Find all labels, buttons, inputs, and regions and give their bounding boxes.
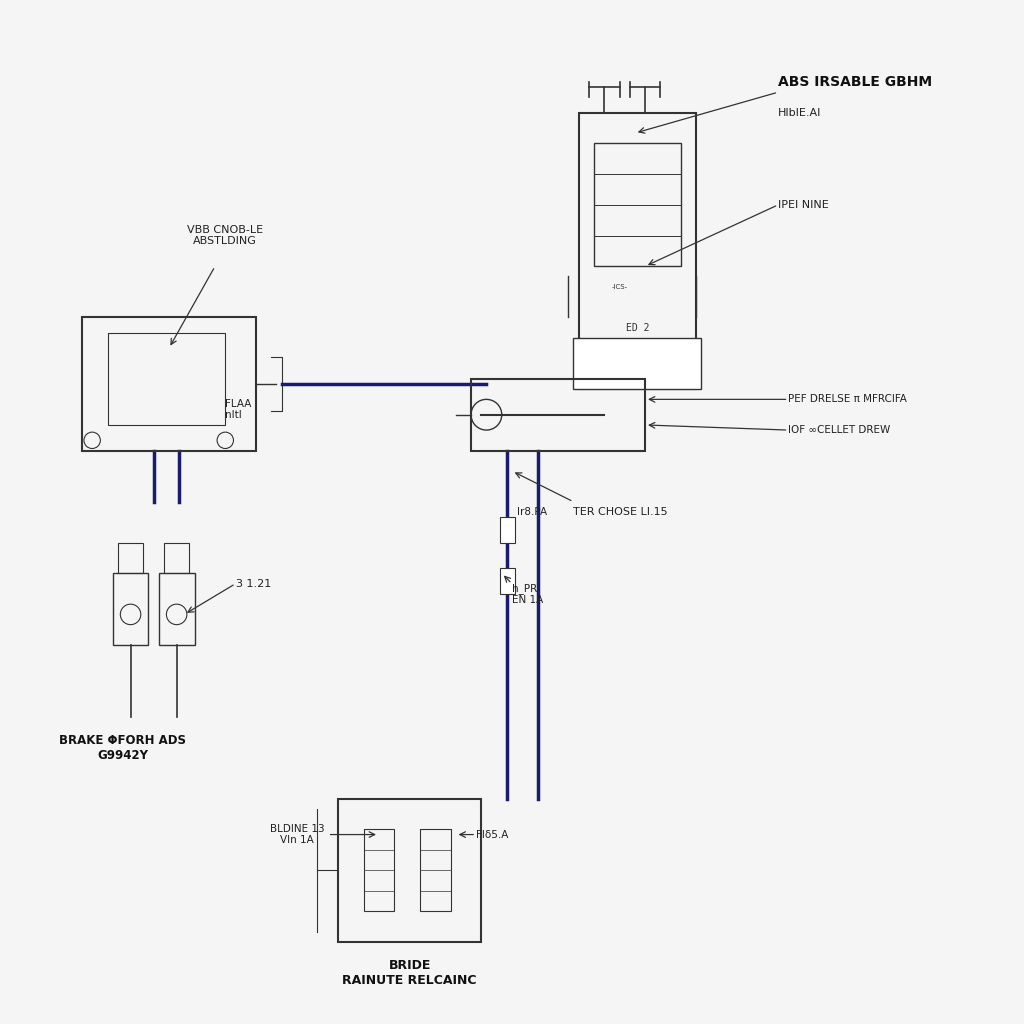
Bar — [594, 143, 681, 266]
Text: ED 2: ED 2 — [626, 323, 649, 333]
Text: IOF ∞CELLET DREW: IOF ∞CELLET DREW — [788, 425, 891, 435]
Bar — [500, 568, 515, 594]
Text: IPEI NINE: IPEI NINE — [778, 200, 829, 210]
Bar — [364, 829, 394, 911]
Bar — [500, 517, 515, 543]
Text: 3 1.21: 3 1.21 — [236, 579, 270, 589]
Text: ABS IRSABLE GBHM: ABS IRSABLE GBHM — [778, 75, 933, 89]
Bar — [108, 333, 225, 425]
Text: PEF DRELSE π MFRCIFA: PEF DRELSE π MFRCIFA — [788, 394, 907, 404]
Text: h_PR
EN 1A: h_PR EN 1A — [512, 583, 544, 605]
Text: VBB CNOB-LE
ABSTLDING: VBB CNOB-LE ABSTLDING — [187, 224, 263, 247]
Bar — [573, 338, 701, 389]
Text: FIδ5.A: FIδ5.A — [476, 829, 509, 840]
Text: BRIDE
RAINUTE RELCAINC: BRIDE RAINUTE RELCAINC — [342, 958, 477, 987]
Text: HIbIE.AI: HIbIE.AI — [778, 108, 821, 118]
Bar — [159, 573, 195, 645]
Bar — [164, 543, 189, 573]
Text: BRAKE ΦFORH ADS
G9942Y: BRAKE ΦFORH ADS G9942Y — [59, 733, 186, 762]
Bar — [82, 317, 256, 451]
Text: -ICS-: -ICS- — [611, 284, 628, 290]
Text: TER CHOSE LI.15: TER CHOSE LI.15 — [573, 507, 668, 517]
Bar — [579, 113, 696, 389]
Text: Ir8.PA: Ir8.PA — [517, 507, 547, 517]
Bar — [113, 573, 148, 645]
Bar — [338, 799, 481, 942]
Bar — [118, 543, 143, 573]
Text: FLAA
nItI: FLAA nItI — [225, 398, 252, 421]
Text: BLDINE 13
VIn 1A: BLDINE 13 VIn 1A — [269, 823, 325, 846]
Bar — [420, 829, 451, 911]
Bar — [471, 379, 645, 451]
